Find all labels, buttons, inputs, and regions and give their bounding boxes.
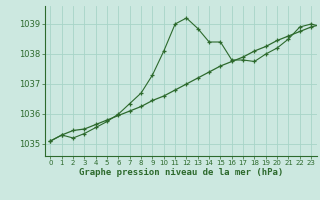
X-axis label: Graphe pression niveau de la mer (hPa): Graphe pression niveau de la mer (hPa) bbox=[79, 168, 283, 177]
